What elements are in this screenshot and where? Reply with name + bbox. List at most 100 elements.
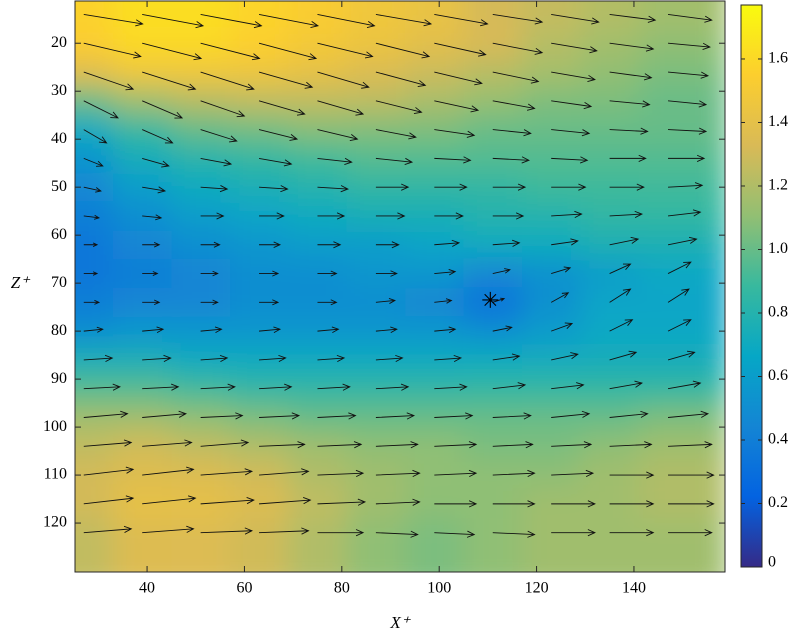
arrow xyxy=(434,239,461,247)
contour-field xyxy=(75,1,725,572)
arrow xyxy=(667,209,702,217)
arrow xyxy=(317,42,374,59)
arrow xyxy=(83,495,135,505)
arrow xyxy=(142,129,174,144)
contour-cell xyxy=(346,1,406,30)
colorbar-tick-label: 0.8 xyxy=(768,304,788,321)
contour-cell xyxy=(638,403,725,433)
arrow xyxy=(492,412,532,420)
colorbar-tick-label: 0.2 xyxy=(768,494,788,511)
arrow xyxy=(83,354,114,363)
contour-cell xyxy=(638,431,725,462)
arrow xyxy=(83,186,102,193)
y-tick-label: 20 xyxy=(51,34,67,51)
ticks: 40 60 80 100 120 140 20 30 40 50 60 70 80 90 100 110 120… xyxy=(43,1,788,597)
contour-cell xyxy=(638,1,725,30)
contour-cell xyxy=(521,1,581,30)
arrow xyxy=(667,236,698,246)
arrow xyxy=(83,439,133,447)
arrow xyxy=(317,412,357,420)
contour-cell xyxy=(638,345,725,375)
colorbar-tick-label: 1.4 xyxy=(768,113,788,130)
contour-cell xyxy=(288,1,348,30)
arrow xyxy=(434,13,489,27)
contour-cell xyxy=(638,172,725,203)
arrow xyxy=(317,13,376,28)
arrow xyxy=(667,380,702,390)
arrow xyxy=(492,100,536,111)
arrow xyxy=(317,299,338,306)
arrow xyxy=(142,326,165,334)
arrow xyxy=(434,156,472,164)
arrow xyxy=(200,13,263,29)
axes-box xyxy=(74,0,726,573)
arrow xyxy=(551,441,593,449)
arrow xyxy=(375,354,404,363)
arrow xyxy=(200,496,255,505)
arrow xyxy=(142,71,197,91)
arrow xyxy=(492,239,521,247)
arrow xyxy=(434,326,457,334)
contour-cell xyxy=(638,518,725,572)
arrow xyxy=(142,100,184,119)
arrow xyxy=(317,354,346,363)
contour-cell xyxy=(75,316,114,347)
arrow xyxy=(375,212,406,220)
arrow xyxy=(551,382,585,390)
arrow xyxy=(83,466,135,476)
arrow xyxy=(200,439,250,447)
contour-cell xyxy=(288,518,348,572)
arrow xyxy=(83,326,104,333)
contour-cell xyxy=(75,403,114,433)
colorbar xyxy=(740,4,763,568)
arrow xyxy=(492,441,534,449)
contour-cell xyxy=(112,518,172,572)
arrow xyxy=(200,383,236,391)
arrow xyxy=(434,268,457,276)
arrow xyxy=(200,129,238,143)
y-tick-label: 120 xyxy=(43,514,67,531)
arrow xyxy=(200,468,254,476)
arrow xyxy=(551,71,596,82)
arrow xyxy=(609,288,632,303)
arrow xyxy=(83,299,101,305)
arrow xyxy=(83,525,133,534)
arrow xyxy=(434,129,476,138)
arrow xyxy=(142,157,170,168)
contour-cell xyxy=(346,518,406,572)
arrow xyxy=(142,525,195,534)
arrow xyxy=(434,42,487,57)
contour-cell xyxy=(75,172,114,203)
arrow xyxy=(200,326,223,334)
arrow xyxy=(434,441,478,449)
arrow xyxy=(609,263,632,274)
plot-area xyxy=(75,1,725,572)
arrow xyxy=(83,410,129,418)
contour-cell xyxy=(580,518,640,572)
arrow xyxy=(551,266,572,274)
arrow xyxy=(317,185,349,193)
arrow xyxy=(609,441,653,449)
arrow xyxy=(83,42,142,59)
arrow xyxy=(551,42,598,54)
arrow xyxy=(375,498,421,506)
arrow xyxy=(375,71,427,87)
contour-cell xyxy=(463,1,523,30)
arrow xyxy=(492,382,527,390)
arrow xyxy=(375,412,415,420)
arrow xyxy=(375,441,419,449)
colorbar-tick-label: 0.6 xyxy=(768,367,788,384)
arrow xyxy=(142,354,172,363)
arrow xyxy=(492,156,530,164)
arrow xyxy=(200,270,219,277)
contour-cell xyxy=(638,201,725,231)
arrow xyxy=(258,13,320,29)
arrow xyxy=(317,270,338,277)
arrow xyxy=(83,100,119,119)
arrow xyxy=(375,183,410,191)
arrow xyxy=(259,354,287,363)
arrow xyxy=(317,71,370,89)
arrow xyxy=(434,354,463,363)
y-tick-label: 80 xyxy=(51,322,67,339)
arrow xyxy=(609,154,647,162)
